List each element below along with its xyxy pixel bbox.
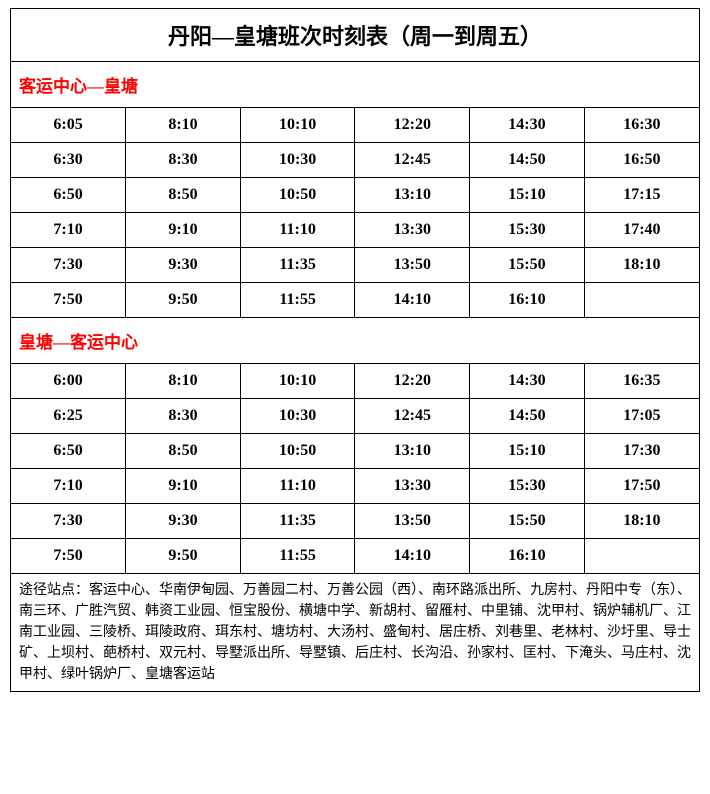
time-cell: 9:50 — [126, 539, 241, 574]
time-cell: 6:50 — [11, 178, 126, 213]
time-cell: 13:10 — [355, 434, 470, 469]
schedule-table-2: 6:008:1010:1012:2014:3016:356:258:3010:3… — [11, 364, 699, 573]
time-cell: 7:50 — [11, 283, 126, 318]
time-cell: 17:40 — [584, 213, 699, 248]
time-cell: 17:50 — [584, 469, 699, 504]
time-cell: 8:30 — [126, 399, 241, 434]
time-cell: 16:35 — [584, 364, 699, 399]
table-row: 6:508:5010:5013:1015:1017:15 — [11, 178, 699, 213]
time-cell: 15:50 — [470, 504, 585, 539]
time-cell: 15:30 — [470, 213, 585, 248]
time-cell: 18:10 — [584, 248, 699, 283]
time-cell — [584, 283, 699, 318]
time-cell: 7:10 — [11, 469, 126, 504]
time-cell: 14:10 — [355, 539, 470, 574]
time-cell: 11:35 — [240, 248, 355, 283]
time-cell: 16:30 — [584, 108, 699, 143]
time-cell: 11:55 — [240, 283, 355, 318]
time-cell: 9:30 — [126, 504, 241, 539]
table-row: 6:308:3010:3012:4514:5016:50 — [11, 143, 699, 178]
time-cell: 14:30 — [470, 108, 585, 143]
time-cell: 12:20 — [355, 108, 470, 143]
time-cell: 6:00 — [11, 364, 126, 399]
time-cell: 11:35 — [240, 504, 355, 539]
table-row: 7:109:1011:1013:3015:3017:50 — [11, 469, 699, 504]
time-cell: 13:10 — [355, 178, 470, 213]
time-cell: 10:30 — [240, 143, 355, 178]
time-cell: 13:50 — [355, 248, 470, 283]
time-cell: 15:30 — [470, 469, 585, 504]
time-cell: 7:50 — [11, 539, 126, 574]
time-cell: 10:50 — [240, 434, 355, 469]
table-row: 7:509:5011:5514:1016:10 — [11, 539, 699, 574]
section2-schedule: 6:008:1010:1012:2014:3016:356:258:3010:3… — [11, 364, 699, 574]
time-cell: 12:45 — [355, 399, 470, 434]
table-row: 6:008:1010:1012:2014:3016:35 — [11, 364, 699, 399]
schedule-table-1: 6:058:1010:1012:2014:3016:306:308:3010:3… — [11, 108, 699, 317]
time-cell: 17:15 — [584, 178, 699, 213]
time-cell: 10:10 — [240, 364, 355, 399]
time-cell: 9:30 — [126, 248, 241, 283]
table-row: 7:309:3011:3513:5015:5018:10 — [11, 504, 699, 539]
time-cell: 13:50 — [355, 504, 470, 539]
time-cell: 16:10 — [470, 283, 585, 318]
time-cell: 6:25 — [11, 399, 126, 434]
footer-stations: 途径站点：客运中心、华南伊甸园、万善园二村、万善公园（西）、南环路派出所、九房村… — [11, 574, 699, 691]
time-cell: 14:30 — [470, 364, 585, 399]
section1-header: 客运中心—皇塘 — [11, 62, 699, 108]
section1-schedule: 6:058:1010:1012:2014:3016:306:308:3010:3… — [11, 108, 699, 318]
time-cell: 10:10 — [240, 108, 355, 143]
section2-header: 皇塘—客运中心 — [11, 318, 699, 364]
main-title: 丹阳—皇塘班次时刻表（周一到周五） — [11, 9, 699, 62]
time-cell: 10:30 — [240, 399, 355, 434]
time-cell: 10:50 — [240, 178, 355, 213]
time-cell: 7:10 — [11, 213, 126, 248]
time-cell: 8:30 — [126, 143, 241, 178]
time-cell: 11:55 — [240, 539, 355, 574]
time-cell: 9:10 — [126, 469, 241, 504]
time-cell: 17:30 — [584, 434, 699, 469]
time-cell: 11:10 — [240, 469, 355, 504]
time-cell: 6:05 — [11, 108, 126, 143]
time-cell: 9:10 — [126, 213, 241, 248]
time-cell: 15:10 — [470, 178, 585, 213]
time-cell: 16:50 — [584, 143, 699, 178]
time-cell: 8:50 — [126, 178, 241, 213]
table-row: 6:058:1010:1012:2014:3016:30 — [11, 108, 699, 143]
time-cell: 8:10 — [126, 364, 241, 399]
time-cell: 15:10 — [470, 434, 585, 469]
time-cell: 17:05 — [584, 399, 699, 434]
time-cell: 8:50 — [126, 434, 241, 469]
time-cell: 9:50 — [126, 283, 241, 318]
time-cell: 7:30 — [11, 504, 126, 539]
time-cell: 12:45 — [355, 143, 470, 178]
time-cell: 13:30 — [355, 213, 470, 248]
table-row: 7:309:3011:3513:5015:5018:10 — [11, 248, 699, 283]
table-row: 7:109:1011:1013:3015:3017:40 — [11, 213, 699, 248]
time-cell: 14:50 — [470, 143, 585, 178]
time-cell: 18:10 — [584, 504, 699, 539]
time-cell: 11:10 — [240, 213, 355, 248]
time-cell: 16:10 — [470, 539, 585, 574]
time-cell: 8:10 — [126, 108, 241, 143]
time-cell: 14:10 — [355, 283, 470, 318]
time-cell: 12:20 — [355, 364, 470, 399]
time-cell: 13:30 — [355, 469, 470, 504]
time-cell: 7:30 — [11, 248, 126, 283]
time-cell: 15:50 — [470, 248, 585, 283]
time-cell: 6:30 — [11, 143, 126, 178]
table-row: 7:509:5011:5514:1016:10 — [11, 283, 699, 318]
time-cell: 6:50 — [11, 434, 126, 469]
table-row: 6:258:3010:3012:4514:5017:05 — [11, 399, 699, 434]
time-cell — [584, 539, 699, 574]
table-row: 6:508:5010:5013:1015:1017:30 — [11, 434, 699, 469]
time-cell: 14:50 — [470, 399, 585, 434]
timetable-container: 丹阳—皇塘班次时刻表（周一到周五） 客运中心—皇塘 6:058:1010:101… — [10, 8, 700, 692]
